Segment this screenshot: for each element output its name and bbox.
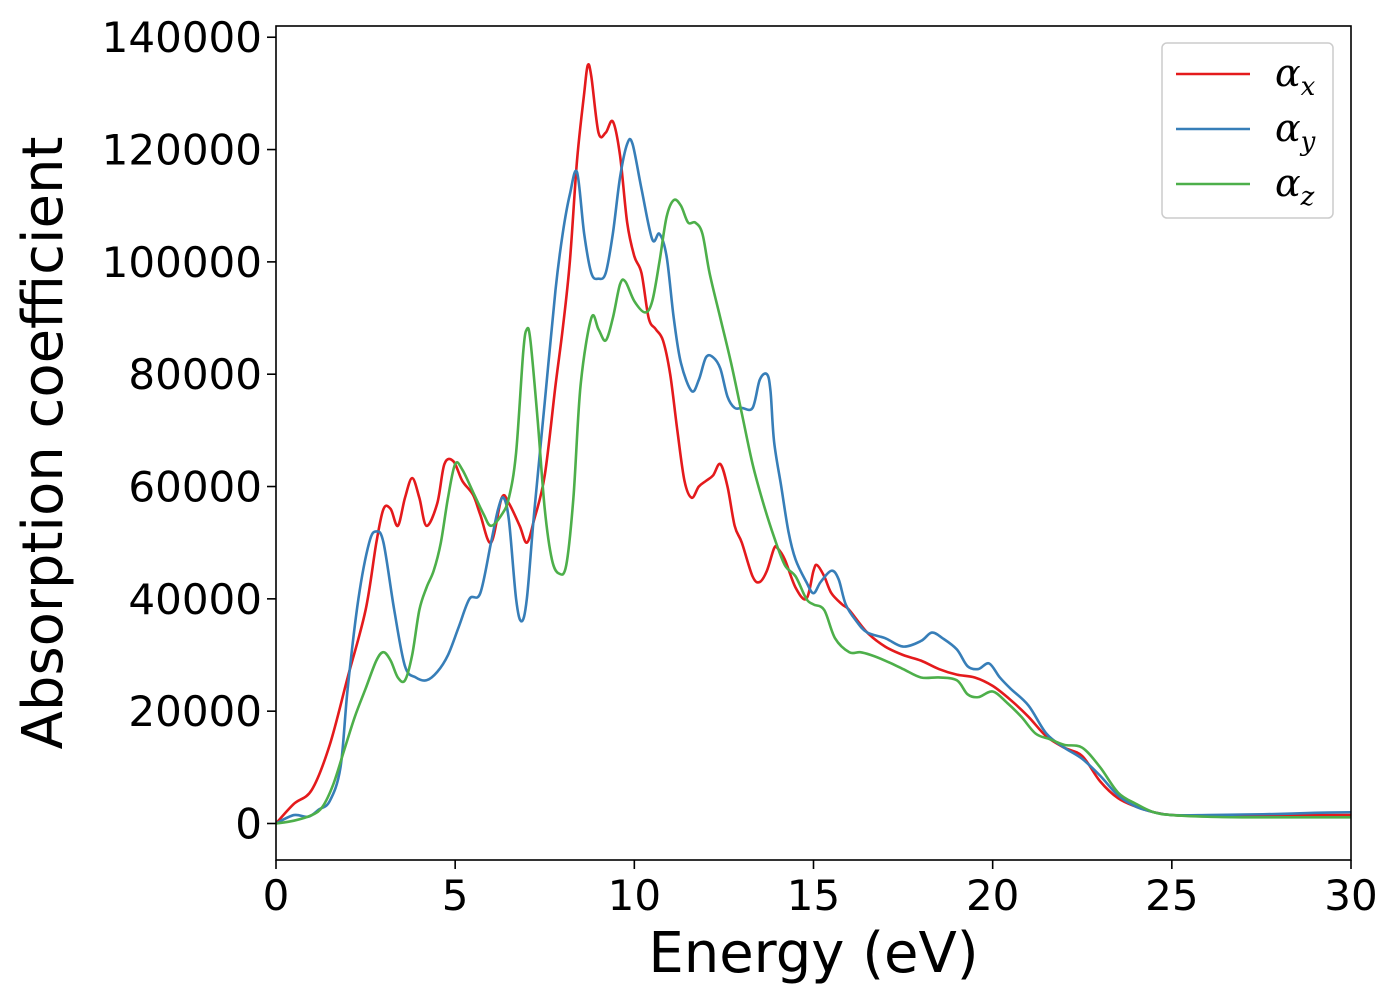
plot-area bbox=[276, 63, 1351, 825]
y-tick-label: 120000 bbox=[102, 126, 262, 175]
legend-label-x: αx bbox=[1275, 51, 1316, 102]
x-axis-label: Energy (eV) bbox=[648, 921, 978, 986]
x-tick-label: 15 bbox=[787, 871, 840, 920]
x-tick-label: 0 bbox=[263, 871, 290, 920]
y-tick-label: 40000 bbox=[128, 575, 262, 624]
y-tick-label: 80000 bbox=[128, 350, 262, 399]
y-tick-label: 60000 bbox=[128, 463, 262, 512]
legend-label-y: αy bbox=[1275, 106, 1316, 157]
x-tick-label: 10 bbox=[608, 871, 661, 920]
y-tick-label: 140000 bbox=[102, 13, 262, 62]
x-tick-label: 20 bbox=[966, 871, 1019, 920]
legend-label-z: αz bbox=[1275, 161, 1315, 212]
legend-box bbox=[1161, 42, 1334, 219]
y-tick-label: 0 bbox=[235, 799, 262, 848]
y-axis: 0 20000 40000 60000 80000 100000 120000 140000 bbox=[102, 13, 276, 848]
x-tick-label: 25 bbox=[1145, 871, 1198, 920]
series-line-y bbox=[276, 137, 1351, 825]
series-line-x bbox=[276, 63, 1351, 825]
x-tick-label: 30 bbox=[1324, 871, 1377, 920]
x-axis: 0 5 10 15 20 25 30 bbox=[263, 860, 1378, 920]
y-axis-label: Absorption coefficient bbox=[11, 137, 76, 750]
series-line-z bbox=[276, 198, 1351, 825]
y-tick-label: 100000 bbox=[102, 238, 262, 287]
y-tick-label: 20000 bbox=[128, 687, 262, 736]
x-tick-label: 5 bbox=[442, 871, 469, 920]
